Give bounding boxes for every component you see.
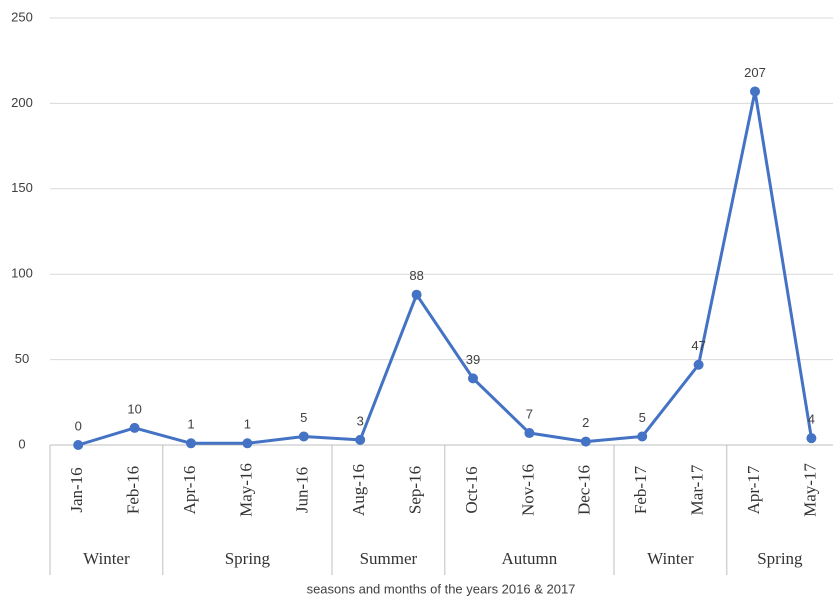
marker xyxy=(468,373,478,384)
marker xyxy=(298,431,309,442)
marker xyxy=(693,359,704,370)
marker xyxy=(750,86,760,97)
group-label: Autumn xyxy=(502,549,558,568)
x-tick-label: Apr-17 xyxy=(744,465,763,514)
marker xyxy=(129,422,140,433)
marker xyxy=(411,289,422,300)
group-label: Winter xyxy=(83,549,130,568)
marker xyxy=(637,431,648,442)
data-label: 88 xyxy=(409,268,423,283)
x-tick-label: Nov-16 xyxy=(518,464,537,516)
data-label: 1 xyxy=(187,417,194,432)
y-tick-label: 50 xyxy=(15,351,29,366)
y-tick-label: 0 xyxy=(18,436,25,451)
x-tick-label: May-17 xyxy=(800,463,819,517)
data-label: 7 xyxy=(526,406,533,421)
x-tick-label: May-16 xyxy=(236,463,255,517)
group-label: Winter xyxy=(647,549,694,568)
x-tick-label: Jun-16 xyxy=(293,467,312,513)
data-label: 5 xyxy=(300,410,307,425)
marker xyxy=(355,434,366,445)
x-tick-label: Apr-16 xyxy=(180,466,199,515)
line xyxy=(77,89,813,447)
data-label: 10 xyxy=(127,401,141,416)
marker xyxy=(186,438,196,449)
marker xyxy=(524,428,535,439)
x-tick-label: Dec-16 xyxy=(575,465,594,515)
data-label: 1 xyxy=(244,417,251,432)
x-tick-label: Jan-16 xyxy=(67,467,86,512)
marker xyxy=(242,438,253,449)
data-label: 0 xyxy=(75,418,82,433)
y-tick-label: 200 xyxy=(11,95,33,110)
data-label: 4 xyxy=(808,412,815,427)
x-tick-label: Aug-16 xyxy=(349,464,368,516)
marker xyxy=(73,440,84,450)
group-label: Spring xyxy=(757,549,803,568)
data-label: 39 xyxy=(466,352,480,367)
x-tick-label: Oct-16 xyxy=(462,466,481,513)
x-tick-label: Sep-16 xyxy=(406,466,425,514)
group-label: Spring xyxy=(225,549,271,568)
data-label: 2 xyxy=(582,415,589,430)
y-tick-label: 100 xyxy=(11,266,33,281)
marker xyxy=(580,436,591,447)
x-axis-title: seasons and months of the years 2016 & 2… xyxy=(307,581,576,596)
y-tick-label: 150 xyxy=(11,180,33,195)
data-label: 47 xyxy=(691,338,705,353)
data-label: 3 xyxy=(357,413,364,428)
group-label: Summer xyxy=(360,549,418,568)
x-tick-label: Feb-17 xyxy=(631,465,650,514)
y-tick-label: 250 xyxy=(11,9,33,24)
data-label: 5 xyxy=(639,410,646,425)
x-tick-label: Mar-17 xyxy=(688,464,707,515)
marker xyxy=(806,433,817,444)
x-tick-label: Feb-16 xyxy=(124,466,143,514)
data-label: 207 xyxy=(744,65,766,80)
